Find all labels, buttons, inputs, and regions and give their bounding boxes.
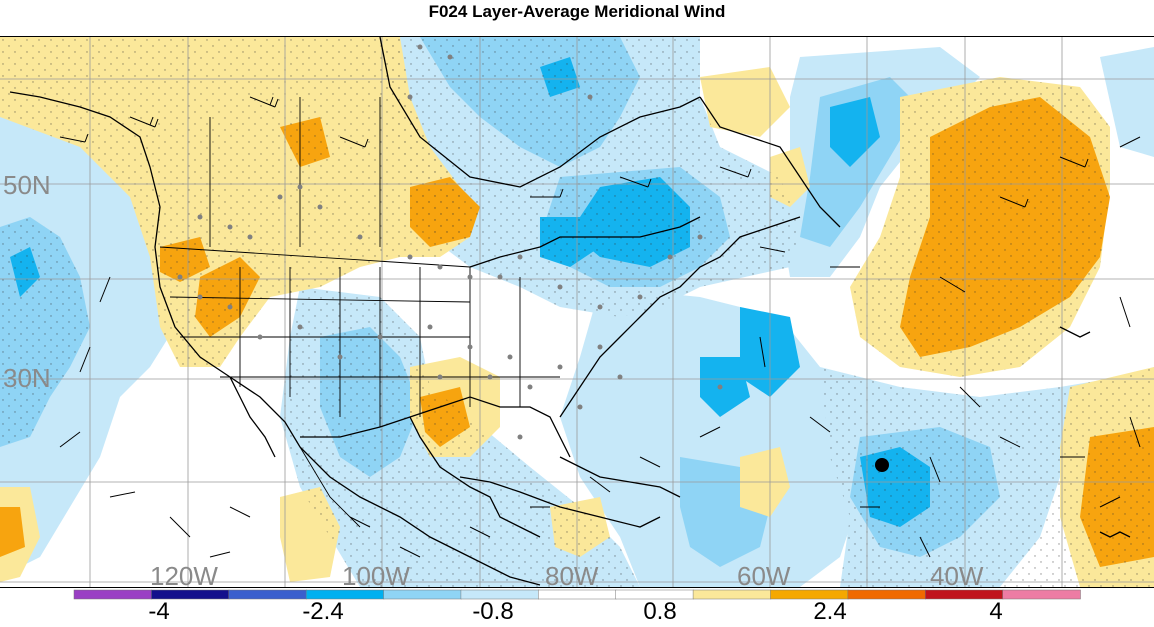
colorbar-label-neg4: -4 xyxy=(148,598,169,622)
plot-title: F024 Layer-Average Meridional Wind xyxy=(428,2,726,21)
colorbar-swatch xyxy=(692,589,772,600)
pos-strong-sw xyxy=(0,507,25,557)
colorbar-label-4: 4 xyxy=(989,598,1002,622)
neg-strong-antilles xyxy=(700,357,750,417)
neg-region-nw-atlantic xyxy=(1100,47,1154,157)
graticule xyxy=(0,37,1154,587)
lat-label-50n: 50N xyxy=(3,170,51,200)
colorbar-swatch xyxy=(847,589,926,600)
colorbar: -4 -2.4 -0.8 0.8 2.4 4 xyxy=(0,588,1154,625)
neg-strong-atlantic-north xyxy=(830,97,880,167)
colorbar-swatch xyxy=(1002,589,1081,600)
location-marker xyxy=(875,458,889,472)
lon-label-120w: 120W xyxy=(150,561,218,587)
stipple-overlay xyxy=(0,37,1154,587)
colorbar-label-neg0-8: -0.8 xyxy=(472,598,513,622)
observation-dots xyxy=(177,44,723,440)
axis-labels: 50N 30N 120W 100W 80W 60W 40W xyxy=(3,170,984,587)
lon-label-100w: 100W xyxy=(342,561,410,587)
wind-barbs xyxy=(59,96,1141,558)
state-borders xyxy=(159,97,560,528)
map-canvas: 50N 30N 120W 100W 80W 60W 40W xyxy=(0,37,1154,587)
lon-label-80w: 80W xyxy=(545,561,599,587)
colorbar-swatch xyxy=(228,589,307,600)
colorbar-swatches xyxy=(73,589,1081,600)
colorbar-label-2-4: 2.4 xyxy=(813,598,846,622)
colorbar-swatch xyxy=(383,589,462,600)
neg-region-west-pacific xyxy=(0,107,175,577)
lon-label-40w: 40W xyxy=(930,561,984,587)
lat-label-30n: 30N xyxy=(3,363,51,393)
colorbar-ticks: -4 -2.4 -0.8 0.8 2.4 4 xyxy=(148,598,1002,625)
colorbar-label-neg2-4: -2.4 xyxy=(302,598,343,622)
colorbar-swatch xyxy=(538,589,617,600)
map-panel: 50N 30N 120W 100W 80W 60W 40W xyxy=(0,36,1154,588)
colorbar-label-0-8: 0.8 xyxy=(643,598,676,622)
colorbar-swatch xyxy=(73,589,153,600)
lon-label-60w: 60W xyxy=(737,561,791,587)
colorbar-svg: -4 -2.4 -0.8 0.8 2.4 4 xyxy=(73,589,1081,625)
pos-weak-hudson xyxy=(700,67,790,137)
